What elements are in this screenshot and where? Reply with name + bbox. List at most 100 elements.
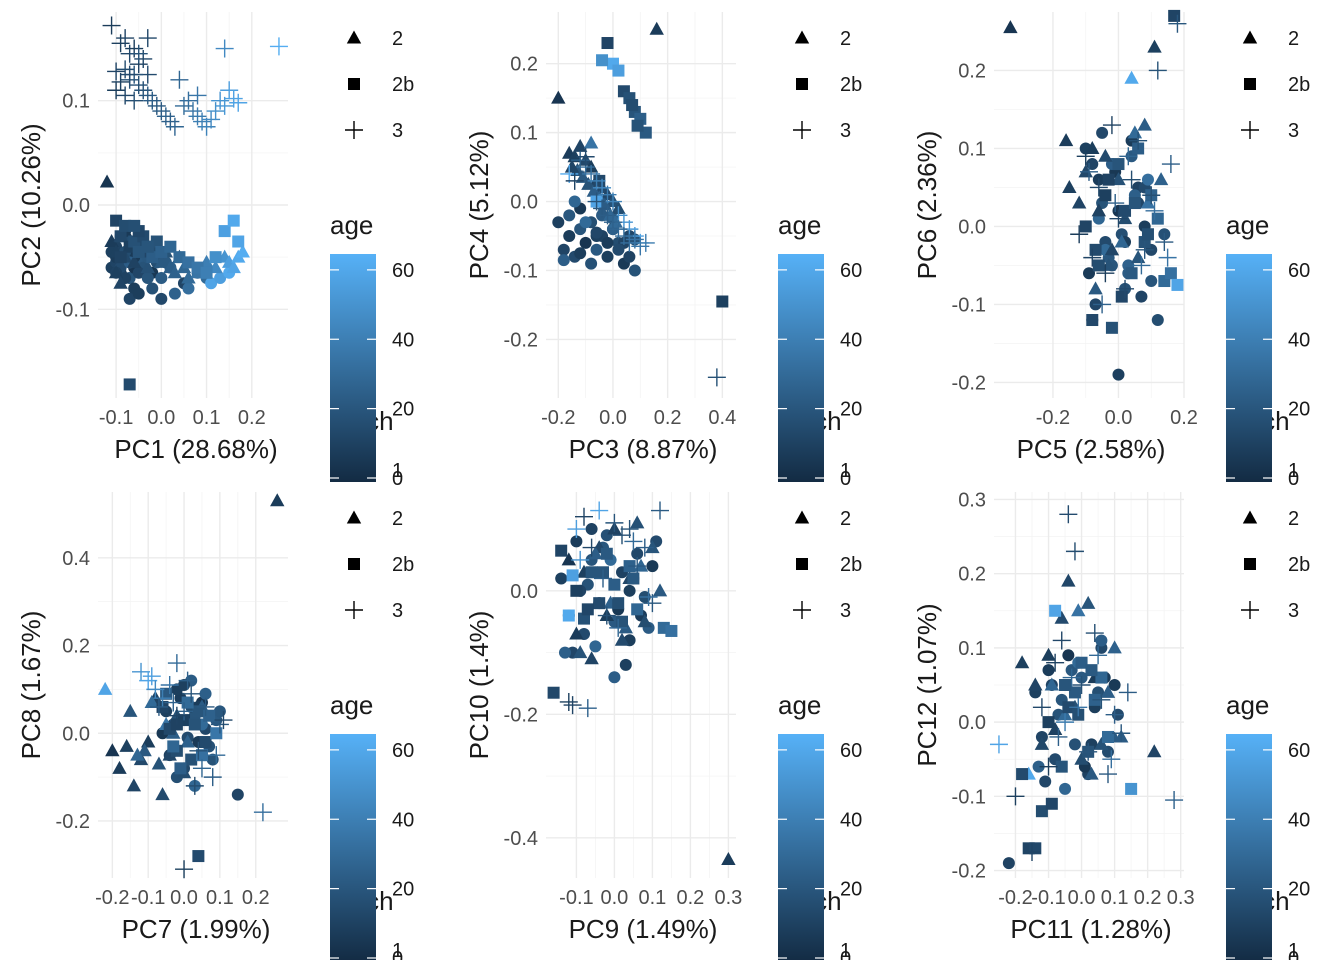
legend-batch-label: 2b bbox=[840, 74, 862, 96]
data-point-batch-2 bbox=[1014, 655, 1030, 669]
data-point-batch-2b bbox=[199, 736, 212, 749]
data-point-batch-3 bbox=[139, 671, 158, 690]
legend-age-tick-label: 60 bbox=[840, 260, 862, 282]
data-point-batch-2 bbox=[1062, 179, 1077, 193]
x-tick-label: 0.3 bbox=[714, 887, 742, 909]
data-point-batch-3 bbox=[214, 711, 233, 730]
x-tick-label: -0.2 bbox=[541, 407, 575, 429]
data-point-batch-3 bbox=[220, 81, 239, 100]
y-tick-label: 0.2 bbox=[510, 54, 538, 76]
data-point-batch-2 bbox=[584, 651, 599, 665]
data-point-batch-3 bbox=[1059, 505, 1078, 524]
data-point-batch-2 bbox=[1124, 70, 1139, 84]
age-colorbar bbox=[330, 254, 376, 482]
data-point-batch-3 bbox=[590, 501, 609, 520]
data-point-batch-2b bbox=[1086, 314, 1099, 327]
data-point-batch-2b bbox=[716, 295, 729, 308]
x-axis-title: PC9 (1.49%) bbox=[569, 914, 718, 944]
data-point-batch-2b bbox=[1164, 267, 1177, 280]
data-point-batch-3 bbox=[193, 112, 212, 131]
data-point-batch-2b bbox=[1035, 805, 1048, 818]
data-point-batch-2b bbox=[1171, 278, 1184, 291]
data-point-batch-3 bbox=[125, 39, 144, 58]
data-points bbox=[97, 493, 285, 879]
data-point-batch-2 bbox=[119, 738, 134, 752]
data-point-batch-2 bbox=[573, 645, 588, 659]
legend-age-tick-label: 20 bbox=[392, 399, 414, 421]
legend-key-triangle-icon bbox=[1242, 30, 1258, 44]
data-point-batch-3 bbox=[989, 735, 1008, 754]
legend-batch-label: 2b bbox=[1288, 554, 1310, 576]
legend-batch-label: 2 bbox=[1288, 28, 1299, 50]
legend-batch-label: 2b bbox=[1288, 74, 1310, 96]
data-point-batch-2b bbox=[1102, 730, 1114, 743]
data-point-batch-3 bbox=[624, 532, 643, 551]
data-point-batch-3 bbox=[107, 62, 126, 81]
legend-age-tick-label: 20 bbox=[1288, 399, 1310, 421]
data-point-batch-1 bbox=[601, 250, 614, 263]
data-point-batch-1 bbox=[1068, 738, 1081, 751]
data-point-batch-1 bbox=[1059, 782, 1072, 795]
data-point-batch-2b bbox=[1092, 259, 1105, 272]
data-point-batch-2b bbox=[188, 718, 201, 731]
data-point-batch-3 bbox=[1158, 248, 1177, 267]
x-tick-label: -0.2 bbox=[1036, 407, 1070, 429]
data-point-batch-3 bbox=[125, 91, 144, 110]
data-point-batch-2 bbox=[140, 260, 155, 274]
data-point-batch-3 bbox=[1039, 757, 1058, 776]
data-point-batch-2b bbox=[1068, 686, 1081, 699]
data-point-batch-2 bbox=[270, 493, 285, 507]
legend-age-tick-label: 0 bbox=[392, 948, 403, 960]
data-point-batch-3 bbox=[1116, 279, 1135, 298]
data-point-batch-3 bbox=[628, 557, 647, 576]
x-tick-label: 0.1 bbox=[1101, 887, 1129, 909]
data-point-batch-3 bbox=[636, 233, 655, 252]
data-point-batch-3 bbox=[620, 520, 639, 539]
legend-batch-label: 2 bbox=[840, 28, 851, 50]
data-points bbox=[551, 21, 729, 387]
x-tick-label: 0.2 bbox=[1170, 407, 1198, 429]
data-point-batch-1 bbox=[557, 254, 570, 267]
data-point-batch-2b bbox=[566, 569, 579, 582]
x-tick-label: 0.2 bbox=[654, 407, 682, 429]
y-axis-title: PC2 (10.26%) bbox=[16, 123, 46, 286]
data-point-batch-2b bbox=[1059, 679, 1072, 691]
data-point-batch-3 bbox=[1105, 705, 1124, 724]
data-point-batch-1 bbox=[612, 243, 625, 256]
data-point-batch-1 bbox=[168, 287, 181, 300]
data-points bbox=[99, 16, 288, 391]
x-tick-label: 0.0 bbox=[599, 407, 627, 429]
data-point-batch-3 bbox=[559, 692, 578, 711]
legend-batch-label: 1 bbox=[392, 940, 403, 960]
data-point-batch-3 bbox=[1102, 116, 1121, 135]
data-point-batch-3 bbox=[597, 606, 616, 625]
data-point-batch-1 bbox=[155, 272, 168, 285]
data-point-batch-2b bbox=[146, 251, 159, 264]
legend: 122b3batchage0204060 bbox=[1226, 508, 1310, 960]
data-point-batch-2 bbox=[586, 183, 602, 197]
data-point-batch-2 bbox=[1071, 603, 1086, 617]
y-axis-title: PC8 (1.67%) bbox=[16, 611, 46, 760]
data-point-batch-3 bbox=[146, 680, 165, 699]
legend-age-title: age bbox=[330, 690, 373, 720]
data-point-batch-3 bbox=[203, 768, 222, 787]
data-point-batch-3 bbox=[565, 171, 584, 190]
data-point-batch-3 bbox=[1145, 201, 1164, 220]
data-point-batch-2b bbox=[1062, 701, 1075, 714]
y-tick-label: -0.2 bbox=[952, 861, 986, 883]
y-tick-label: 0.1 bbox=[958, 138, 986, 160]
data-point-batch-3 bbox=[164, 693, 183, 712]
data-point-batch-1 bbox=[590, 243, 603, 256]
y-axis-title: PC4 (5.12%) bbox=[464, 131, 494, 280]
legend-batch-label: 1 bbox=[1288, 460, 1299, 482]
legend: 122b3batchage0204060 bbox=[778, 28, 862, 490]
data-point-batch-3 bbox=[102, 16, 121, 35]
data-point-batch-3 bbox=[567, 520, 586, 539]
scatter-panel-1: -0.1 0.0 0.1 0.2 -0.1 0.0 0.1 PC1 (28.68%) PC2 (… bbox=[16, 12, 414, 490]
data-point-batch-1 bbox=[1083, 267, 1095, 280]
data-point-batch-2 bbox=[1003, 20, 1018, 34]
y-tick-label: -0.1 bbox=[952, 786, 986, 808]
data-point-batch-2 bbox=[181, 270, 196, 284]
legend-batch-label: 2 bbox=[392, 28, 403, 50]
y-tick-label: -0.2 bbox=[504, 329, 538, 351]
